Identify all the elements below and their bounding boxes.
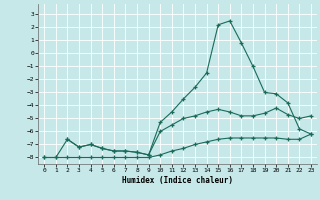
X-axis label: Humidex (Indice chaleur): Humidex (Indice chaleur) (122, 176, 233, 185)
